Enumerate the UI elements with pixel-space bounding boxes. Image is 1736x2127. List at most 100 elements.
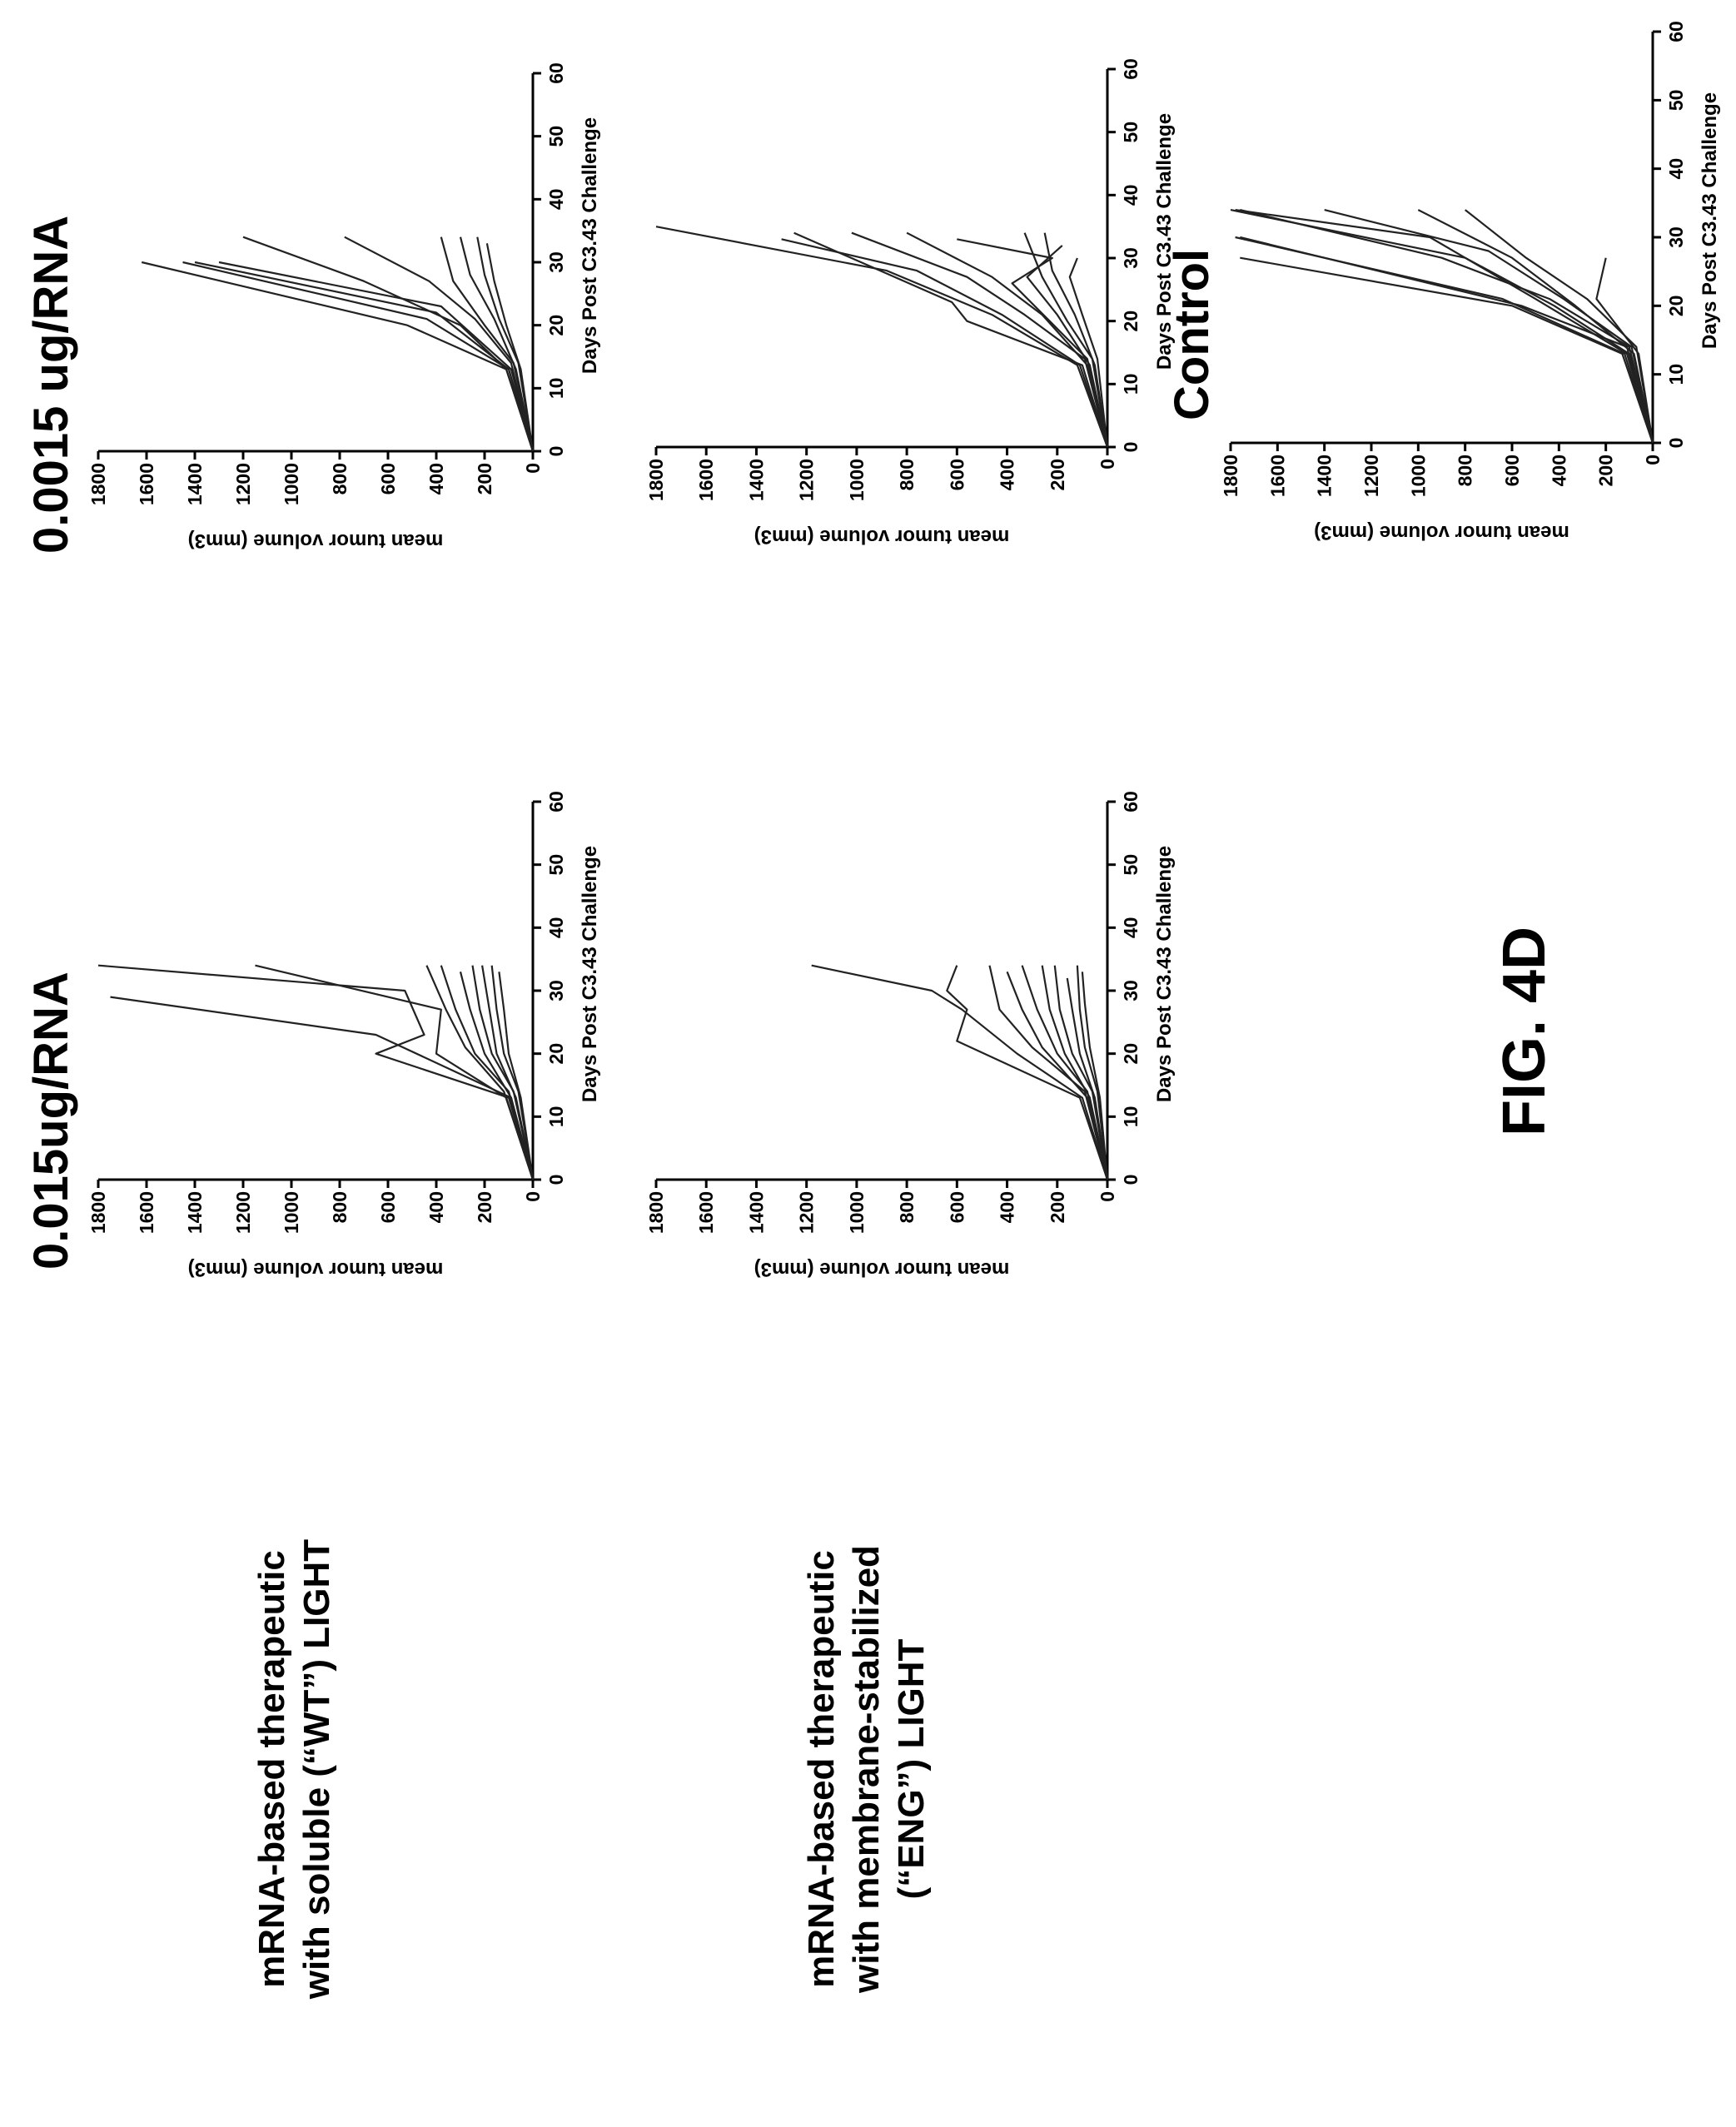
y-tick-label: 1000 — [846, 1191, 868, 1234]
y-tick-label: 800 — [1455, 455, 1476, 486]
series-line-3 — [793, 231, 1109, 448]
series-line-1 — [110, 996, 535, 1180]
row-label-eng-line-1: mRNA-based therapeutic — [801, 1550, 842, 1988]
x-tick-label: 40 — [1120, 917, 1142, 939]
y-tick-label: 1800 — [645, 459, 667, 501]
x-tick-label: 20 — [1665, 296, 1687, 317]
y-axis-label: mean tumor volume (mm3) — [188, 1258, 444, 1280]
y-tick-label: 800 — [329, 463, 351, 494]
y-tick-label: 1600 — [695, 459, 717, 501]
y-tick-label: 200 — [1047, 1191, 1068, 1223]
x-tick-label: 0 — [1120, 1175, 1142, 1185]
y-tick-label: 0 — [1097, 459, 1118, 470]
x-tick-label: 60 — [1120, 791, 1142, 813]
y-tick-label: 1200 — [1360, 455, 1382, 497]
x-axis-label: Days Post C3.43 Challenge — [1153, 846, 1176, 1102]
x-axis-label: Days Post C3.43 Challenge — [1153, 113, 1176, 370]
chart-eng-high-dose: 0 200 400 600 800 1000 1200 1400 1600 1800 0 10 20 30… — [645, 791, 1176, 1280]
series-line-6 — [1041, 965, 1109, 1180]
x-axis-label: Days Post C3.43 Challenge — [1699, 92, 1721, 349]
y-tick-label: 400 — [997, 1191, 1018, 1223]
x-tick-label: 30 — [545, 251, 567, 273]
series-line-9 — [490, 965, 535, 1180]
y-tick-label: 1600 — [1266, 455, 1288, 497]
x-tick-label: 30 — [1120, 980, 1142, 1001]
y-tick-label: 400 — [1548, 455, 1569, 486]
y-tick-label: 400 — [425, 1191, 447, 1223]
y-tick-label: 1400 — [745, 459, 767, 501]
y-tick-label: 600 — [946, 459, 967, 490]
series-line-1 — [141, 261, 535, 452]
y-tick-label: 1400 — [1314, 455, 1336, 497]
y-tick-label: 0 — [1642, 455, 1664, 465]
y-tick-label: 1600 — [695, 1191, 717, 1234]
row-label-wt: mRNA-based therapeutic with soluble (“WT… — [250, 1469, 340, 2069]
series-line-2 — [946, 965, 1109, 1180]
x-tick-label: 10 — [1120, 1106, 1142, 1128]
series-line-2 — [97, 964, 535, 1180]
column-title-high-dose: 0.015ug/RNA — [24, 972, 78, 1270]
y-tick-label: 1000 — [846, 459, 868, 501]
y-axis-label: mean tumor volume (mm3) — [1314, 521, 1569, 544]
row-label-eng-line-2: with membrane-stabilized — [846, 1545, 887, 1993]
x-tick-label: 20 — [1120, 1043, 1142, 1065]
row-label-eng: mRNA-based therapeutic with membrane-sta… — [799, 1428, 934, 2110]
y-tick-label: 1600 — [136, 1191, 157, 1234]
y-tick-label: 800 — [329, 1191, 351, 1223]
series-line-10 — [498, 972, 535, 1180]
y-tick-label: 800 — [896, 1191, 918, 1223]
x-tick-label: 40 — [1665, 158, 1687, 180]
y-axis-label: mean tumor volume (mm3) — [188, 529, 444, 552]
y-tick-label: 200 — [474, 1191, 495, 1223]
series-line-3 — [194, 261, 535, 452]
y-tick-label: 1400 — [745, 1191, 767, 1234]
x-tick-label: 60 — [545, 791, 567, 813]
y-axis-label: mean tumor volume (mm3) — [754, 1258, 1010, 1280]
series-line-4 — [1230, 209, 1654, 444]
x-tick-label: 20 — [545, 315, 567, 336]
y-tick-label: 400 — [997, 459, 1018, 490]
y-tick-label: 1000 — [1407, 455, 1429, 497]
y-tick-label: 600 — [946, 1191, 967, 1223]
y-tick-label: 0 — [522, 463, 544, 474]
series-line-7 — [1053, 965, 1109, 1180]
y-tick-label: 800 — [896, 459, 918, 490]
series-line-10 — [1595, 257, 1654, 444]
row-label-wt-line-2: with soluble (“WT”) LIGHT — [296, 1538, 337, 2000]
series-line-8 — [1023, 232, 1109, 448]
x-tick-label: 50 — [1665, 90, 1687, 112]
x-tick-label: 50 — [1120, 122, 1142, 143]
x-tick-label: 10 — [1665, 364, 1687, 385]
series-line-10 — [485, 243, 535, 452]
series-line-4 — [1006, 971, 1109, 1180]
y-tick-label: 400 — [425, 463, 447, 494]
series-line-1 — [811, 964, 1109, 1180]
y-tick-label: 1800 — [645, 1191, 667, 1234]
x-tick-label: 10 — [1120, 374, 1142, 395]
chart-wt-high-dose: 0 200 400 600 800 1000 1200 1400 1600 1800 0 10 20 30… — [87, 791, 601, 1280]
y-tick-label: 1200 — [232, 1191, 254, 1234]
x-tick-label: 0 — [545, 446, 567, 457]
x-tick-label: 10 — [545, 378, 567, 400]
series-line-6 — [957, 238, 1109, 448]
y-tick-label: 1400 — [184, 1191, 206, 1234]
y-tick-label: 600 — [1501, 455, 1523, 486]
y-tick-label: 600 — [377, 463, 399, 494]
series-line-6 — [1235, 209, 1654, 444]
y-tick-label: 1200 — [796, 1191, 818, 1234]
series-line-10 — [1081, 972, 1109, 1180]
series-line-9 — [1043, 232, 1109, 448]
x-axis-label: Days Post C3.43 Challenge — [579, 117, 601, 374]
y-tick-label: 1000 — [281, 463, 302, 505]
x-tick-label: 0 — [1665, 438, 1687, 449]
series-line-5 — [1240, 209, 1654, 444]
y-tick-label: 0 — [1097, 1191, 1118, 1202]
x-tick-label: 40 — [545, 917, 567, 939]
series-line-9 — [1076, 965, 1109, 1180]
y-axis-label: mean tumor volume (mm3) — [754, 525, 1010, 548]
row-label-wt-line-1: mRNA-based therapeutic — [251, 1550, 292, 1988]
series-line-10 — [1068, 257, 1109, 448]
series-line-4 — [425, 965, 535, 1180]
